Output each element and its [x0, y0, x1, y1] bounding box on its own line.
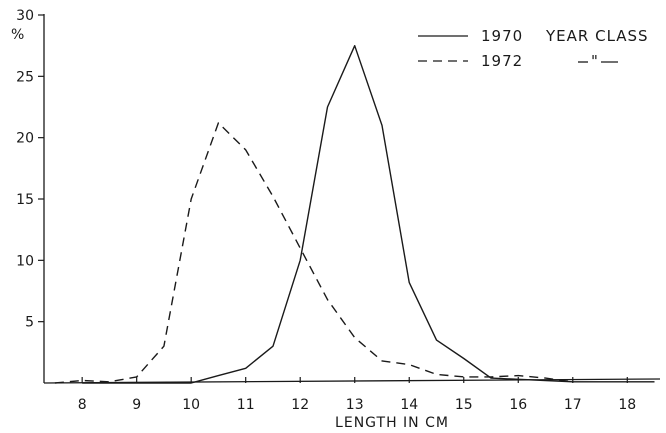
x-tick-label: 9: [132, 397, 141, 413]
legend-ditto-mark: ": [591, 52, 599, 70]
x-tick-label: 15: [455, 397, 473, 413]
y-tick-label: 25: [16, 69, 34, 85]
x-tick-label: 13: [346, 397, 364, 413]
y-tick-label: 5: [25, 315, 34, 331]
legend-label-1972: 1972: [481, 52, 523, 70]
legend-entry-1972: 1972 ": [418, 52, 618, 70]
y-axis-unit-label: %: [11, 27, 24, 43]
legend-label-year-class: YEAR CLASS: [545, 27, 649, 45]
series-line-1970: [82, 45, 655, 384]
x-tick-label: 11: [237, 397, 255, 413]
x-tick-label: 16: [509, 397, 527, 413]
y-tick-label: 10: [16, 253, 34, 269]
x-tick-label: 10: [182, 397, 200, 413]
y-tick-label: 20: [16, 131, 34, 147]
legend-label-1970: 1970: [481, 27, 523, 45]
x-tick-label: 8: [78, 397, 87, 413]
legend: 1970 YEAR CLASS 1972 ": [418, 27, 649, 70]
x-axis-title: LENGTH IN CM: [335, 415, 449, 431]
legend-entry-1970: 1970 YEAR CLASS: [418, 27, 649, 45]
y-ticks: 5 10 15 20 25 30: [16, 8, 44, 331]
x-tick-label: 12: [291, 397, 309, 413]
y-tick-label: 15: [16, 192, 34, 208]
y-tick-label: 30: [16, 8, 34, 24]
x-tick-label: 17: [564, 397, 582, 413]
y-axis: 5 10 15 20 25 30 %: [11, 8, 45, 383]
x-ticks: 8 9 10 11 12 13 14 15 16 17 18: [78, 377, 636, 413]
plot-series: [54, 45, 655, 384]
x-axis: 8 9 10 11 12 13 14 15 16 17 18 LENGTH IN CM: [43, 377, 661, 431]
series-line-1972: [54, 122, 573, 384]
x-tick-label: 14: [400, 397, 418, 413]
x-tick-label: 18: [618, 397, 636, 413]
